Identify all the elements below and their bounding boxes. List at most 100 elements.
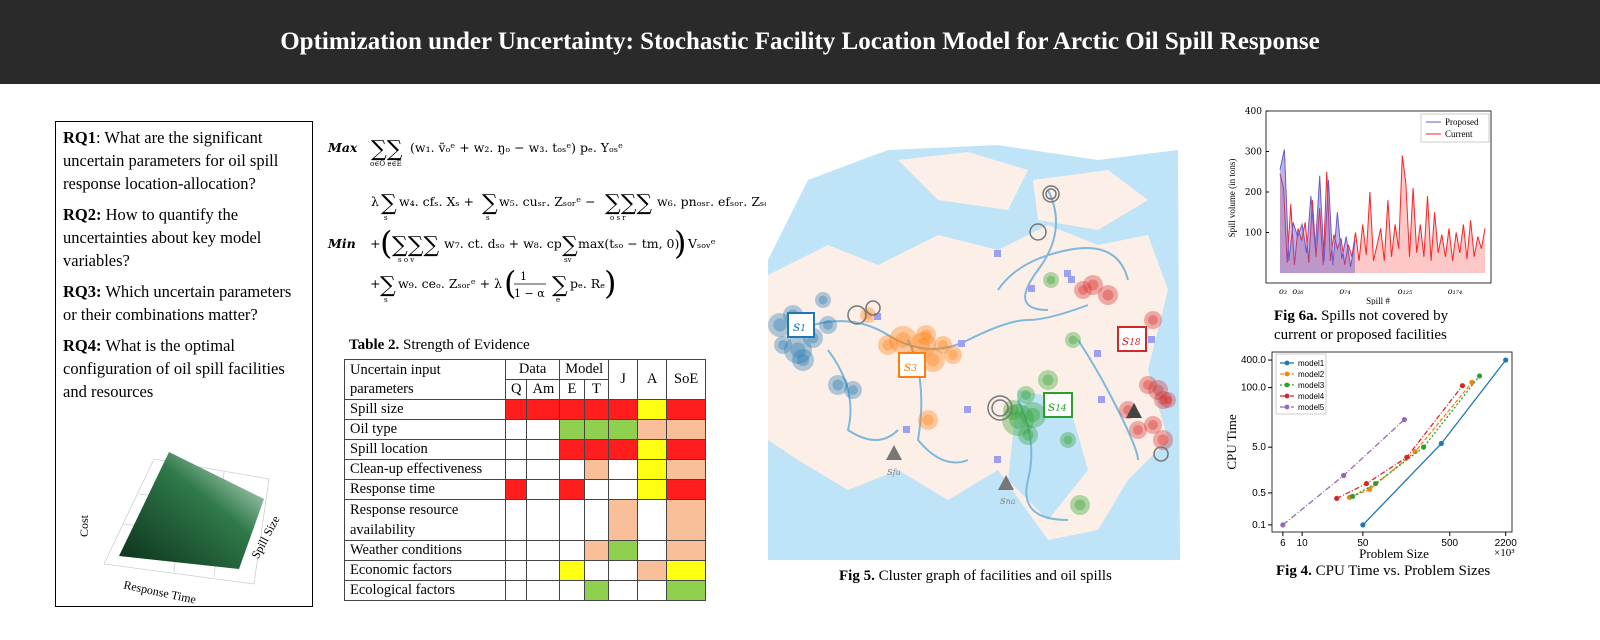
fig4-xtick: 50: [1357, 538, 1369, 549]
evidence-cell-green: [583, 580, 610, 601]
evidence-cell-white: [526, 479, 561, 500]
fig4-point-model2: [1469, 379, 1475, 385]
fig6a-ytick: 200: [1245, 188, 1262, 198]
fig4-line-model3: [1352, 375, 1481, 497]
svg-text:s: s: [486, 214, 490, 222]
row-label: Spill location: [344, 439, 506, 460]
row-label: Response resource availability: [344, 499, 506, 541]
col-am: Am: [526, 379, 561, 400]
legend-proposed: Proposed: [1445, 117, 1479, 127]
svg-text:e: e: [556, 296, 560, 304]
fig4-point-model5: [1401, 417, 1407, 423]
evidence-cell-red: [666, 439, 707, 460]
evidence-cell-peach: [666, 419, 707, 440]
cluster-point-green: [1065, 332, 1081, 348]
svg-text:s o v: s o v: [398, 256, 414, 264]
rq1: RQ1: What are the significant uncertain …: [63, 128, 279, 193]
col-t: T: [583, 379, 610, 400]
evidence-cell-white: [504, 580, 528, 601]
evidence-cell-white: [583, 479, 610, 500]
svg-text:o∈O e∈E: o∈O e∈E: [370, 160, 402, 168]
evidence-cell-red: [504, 399, 528, 420]
svg-text:+: +: [370, 276, 380, 291]
cluster-point-orange: [860, 307, 876, 323]
svg-text:pₑ. Rₑ: pₑ. Rₑ: [570, 276, 605, 291]
fig6a-xtick: o₂₆: [1292, 287, 1304, 296]
fig4-point-model5: [1280, 522, 1286, 528]
min-label: Min: [327, 236, 356, 251]
fig4-point-model1: [1360, 522, 1366, 528]
cluster-point-red: [1098, 285, 1118, 305]
svg-text:w₆. pnₒₛᵣ. efₛₒᵣ. Zₛₒᵣᵉ: w₆. pnₒₛᵣ. efₛₒᵣ. Zₛₒᵣᵉ: [657, 194, 766, 209]
cluster-point-red: [1144, 416, 1162, 434]
evidence-cell-white: [526, 459, 561, 480]
svg-text:s: s: [384, 296, 388, 304]
evidence-cell-white: [526, 560, 561, 581]
cluster-point-green: [1038, 370, 1058, 390]
fig6a-xtick: o₁₂₅: [1398, 287, 1413, 296]
evidence-cell-white: [637, 580, 668, 601]
col-model: Model: [559, 359, 610, 380]
fig4-point-model3: [1476, 373, 1483, 379]
cluster-point-green: [1002, 404, 1034, 436]
cluster-point-red: [1074, 281, 1092, 299]
rq3: RQ3: Which uncertain parameters or their…: [63, 282, 292, 324]
label-s1: s1: [787, 312, 815, 338]
evidence-cell-white: [526, 439, 561, 460]
evidence-cell-white: [504, 499, 528, 541]
fig4-xtick: 10: [1297, 538, 1309, 549]
fig4-line-model4: [1336, 385, 1464, 499]
cluster-point-blue: [768, 313, 792, 337]
label-s18: s18: [1117, 326, 1147, 352]
evidence-cell-white: [608, 580, 639, 601]
table2-caption: Table 2. Strength of Evidence: [349, 337, 530, 353]
evidence-cell-white: [608, 479, 639, 500]
evidence-cell-white: [526, 419, 561, 440]
objective-equations: Max ∑∑ o∈O e∈E (w₁. ṽₒᵉ + w₂. ŋₒ − w₃. t…: [327, 137, 766, 304]
fig6a-line-proposed: [1279, 149, 1356, 267]
cluster-point-green: [1018, 425, 1038, 445]
svg-text:w₉. ceₒ. Zₛₒᵣᵉ + λ: w₉. ceₒ. Zₛₒᵣᵉ + λ: [398, 276, 502, 291]
svg-text:s: s: [384, 214, 388, 222]
row-label: Response time: [344, 479, 506, 500]
fig6a-xlabel: Spill #: [1366, 296, 1390, 305]
evidence-cell-white: [637, 499, 668, 541]
evidence-cell-white: [608, 560, 639, 581]
rq4: RQ4: What is the optimal configuration o…: [63, 336, 285, 401]
fig6a-xtick: o₇₄: [1339, 287, 1350, 296]
evidence-cell-peach: [666, 499, 707, 541]
row-label: Economic factors: [344, 560, 506, 581]
evidence-cell-yellow: [637, 399, 668, 420]
fig4-line-model2: [1349, 381, 1473, 499]
fig6a-caption: Fig 6a. Spills not covered by current or…: [1274, 308, 1449, 343]
table-row: Response time: [344, 479, 707, 500]
evidence-cell-white: [504, 419, 528, 440]
svg-text:sv: sv: [564, 256, 572, 264]
cluster-point-red: [1083, 275, 1103, 295]
cluster-point-blue: [774, 336, 792, 354]
fig4-ytick: 100.0: [1241, 383, 1266, 394]
evidence-cell-yellow: [637, 459, 668, 480]
fig4-point-model5: [1340, 472, 1347, 479]
evidence-cell-white: [583, 499, 610, 541]
fig6a-area-proposed: [1280, 149, 1355, 273]
svg-text:∑∑∑: ∑∑∑: [392, 233, 439, 258]
label-s3: s3: [898, 352, 926, 378]
evidence-cell-white: [637, 540, 668, 561]
axis-cost: Cost: [77, 514, 91, 537]
evidence-cell-white: [526, 499, 561, 541]
fig4-ytick: 400.0: [1241, 355, 1266, 366]
spill-markers: [874, 250, 1155, 463]
fig4-point-model4: [1334, 495, 1340, 501]
svg-text:(w₁. ṽₒᵉ + w₂. ŋₒ − w₃. tₒₛᵉ): (w₁. ṽₒᵉ + w₂. ŋₒ − w₃. tₒₛᵉ) pₑ. Yₒₛᵉ: [410, 140, 623, 155]
fig6a-ytick: 100: [1245, 229, 1262, 239]
facility-triangles: [886, 403, 1142, 490]
fig4-legend-model1: model1: [1298, 359, 1325, 368]
cluster-point-green: [1060, 432, 1076, 448]
svg-text:∑∑∑: ∑∑∑: [605, 191, 652, 216]
svg-text:+: +: [370, 236, 380, 251]
svg-text:∑∑: ∑∑: [371, 137, 403, 162]
table-row: Spill location: [344, 439, 707, 460]
evidence-cell-green: [583, 419, 610, 440]
fig4-line-model5: [1282, 419, 1405, 526]
